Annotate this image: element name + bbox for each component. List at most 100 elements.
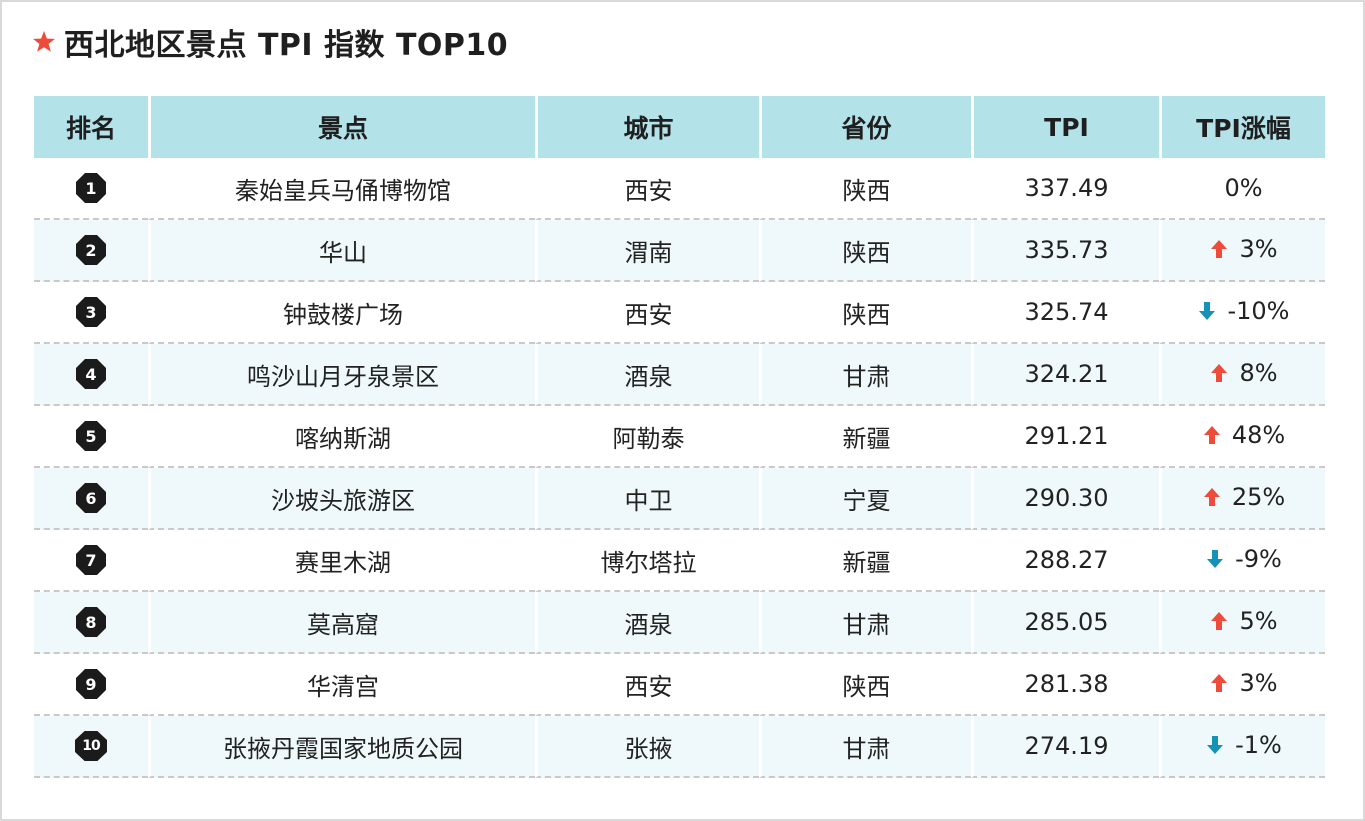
rank-cell: 1 [34, 158, 148, 220]
city-cell: 渭南 [535, 220, 759, 282]
city-cell: 西安 [535, 654, 759, 716]
rank-cell: 9 [34, 654, 148, 716]
table-row: 3 钟鼓楼广场 西安 陕西 325.74 -10% [34, 282, 1325, 344]
province-cell: 新疆 [759, 406, 971, 468]
arrow-down-icon [1199, 301, 1216, 320]
tpi-change: 8% [1209, 359, 1278, 387]
city-cell: 西安 [535, 282, 759, 344]
province-cell: 陕西 [759, 220, 971, 282]
rank-cell: 5 [34, 406, 148, 468]
city-cell: 博尔塔拉 [535, 530, 759, 592]
page-title: 西北地区景点 TPI 指数 TOP10 [64, 28, 509, 63]
tpi-cell: 281.38 [971, 654, 1159, 716]
tpi-cell: 288.27 [971, 530, 1159, 592]
tpi-change-cell: 25% [1159, 468, 1325, 530]
spot-cell: 钟鼓楼广场 [148, 282, 535, 344]
rank-cell: 4 [34, 344, 148, 406]
tpi-change-cell: 48% [1159, 406, 1325, 468]
rank-cell: 2 [34, 220, 148, 282]
rank-badge: 8 [76, 607, 106, 637]
rank-cell: 8 [34, 592, 148, 654]
table-row: 5 喀纳斯湖 阿勒泰 新疆 291.21 48% [34, 406, 1325, 468]
tpi-change: 3% [1209, 234, 1278, 263]
city-cell: 酒泉 [535, 344, 759, 406]
arrow-up-icon [1203, 487, 1220, 506]
spot-cell: 华清宫 [148, 654, 535, 716]
tpi-change-value: 48% [1231, 420, 1286, 449]
tpi-cell: 335.73 [971, 220, 1159, 282]
spot-cell: 莫高窟 [148, 592, 535, 654]
rank-cell: 10 [34, 716, 148, 778]
table-row: 6 沙坡头旅游区 中卫 宁夏 290.30 25% [34, 468, 1325, 530]
tpi-change-value: 25% [1231, 482, 1286, 511]
tpi-cell: 290.30 [971, 468, 1159, 530]
tpi-change-cell: 8% [1159, 344, 1325, 406]
table-header-row: 排名 景点 城市 省份 TPI TPI涨幅 [34, 96, 1325, 158]
tpi-change-cell: 3% [1159, 654, 1325, 716]
tpi-change-cell: 5% [1159, 592, 1325, 654]
city-cell: 阿勒泰 [535, 406, 759, 468]
tpi-change: 5% [1209, 606, 1278, 635]
province-cell: 陕西 [759, 654, 971, 716]
column-header-tpi-change: TPI涨幅 [1159, 96, 1325, 158]
spot-cell: 张掖丹霞国家地质公园 [148, 716, 535, 778]
province-cell: 宁夏 [759, 468, 971, 530]
tpi-cell: 285.05 [971, 592, 1159, 654]
tpi-change-value: 5% [1239, 606, 1278, 635]
tpi-change: -10% [1197, 296, 1290, 325]
tpi-change-value: 3% [1239, 234, 1278, 263]
table-row: 10 张掖丹霞国家地质公园 张掖 甘肃 274.19 -1% [34, 716, 1325, 778]
tpi-cell: 337.49 [971, 158, 1159, 220]
spot-cell: 秦始皇兵马俑博物馆 [148, 158, 535, 220]
province-cell: 甘肃 [759, 716, 971, 778]
column-header-city: 城市 [535, 96, 759, 158]
tpi-ranking-table: 排名 景点 城市 省份 TPI TPI涨幅 1 秦始皇兵马俑博物馆 西安 陕西 337.… [34, 96, 1325, 778]
column-header-spot: 景点 [148, 96, 535, 158]
table-row: 4 鸣沙山月牙泉景区 酒泉 甘肃 324.21 8% [34, 344, 1325, 406]
column-header-tpi: TPI [971, 96, 1159, 158]
spot-cell: 喀纳斯湖 [148, 406, 535, 468]
tpi-change-value: -1% [1235, 730, 1282, 759]
province-cell: 甘肃 [759, 344, 971, 406]
tpi-cell: 274.19 [971, 716, 1159, 778]
table-row: 1 秦始皇兵马俑博物馆 西安 陕西 337.49 0% [34, 158, 1325, 220]
tpi-change: 25% [1202, 483, 1285, 511]
arrow-down-icon [1207, 549, 1224, 568]
tpi-change-cell: -10% [1159, 282, 1325, 344]
arrow-up-icon [1211, 611, 1228, 630]
star-icon [33, 31, 55, 52]
tpi-change-value: -10% [1227, 296, 1290, 325]
rank-badge: 9 [76, 669, 106, 699]
province-cell: 陕西 [759, 282, 971, 344]
column-header-rank: 排名 [34, 96, 148, 158]
rank-badge: 5 [76, 421, 106, 451]
arrow-up-icon [1211, 363, 1228, 382]
tpi-change: 0% [1224, 174, 1262, 202]
tpi-change-value: -9% [1235, 544, 1282, 573]
tpi-change-cell: -9% [1159, 530, 1325, 592]
city-cell: 中卫 [535, 468, 759, 530]
title-row: 西北地区景点 TPI 指数 TOP10 [32, 20, 508, 64]
spot-cell: 鸣沙山月牙泉景区 [148, 344, 535, 406]
tpi-change-cell: 0% [1159, 158, 1325, 220]
rank-badge: 3 [76, 297, 106, 327]
arrow-down-icon [1207, 735, 1224, 754]
rank-badge: 2 [76, 235, 106, 265]
arrow-up-icon [1211, 673, 1228, 692]
rank-badge: 4 [76, 359, 106, 389]
tpi-cell: 325.74 [971, 282, 1159, 344]
rank-badge: 1 [76, 173, 106, 203]
arrow-up-icon [1203, 425, 1220, 444]
tpi-change: 3% [1209, 669, 1278, 697]
city-cell: 酒泉 [535, 592, 759, 654]
tpi-change: -9% [1205, 545, 1282, 573]
tpi-cell: 324.21 [971, 344, 1159, 406]
spot-cell: 赛里木湖 [148, 530, 535, 592]
table-row: 9 华清宫 西安 陕西 281.38 3% [34, 654, 1325, 716]
province-cell: 甘肃 [759, 592, 971, 654]
rank-badge: 6 [76, 483, 106, 513]
tpi-change: -1% [1205, 731, 1282, 759]
table-row: 8 莫高窟 酒泉 甘肃 285.05 5% [34, 592, 1325, 654]
table-row: 2 华山 渭南 陕西 335.73 3% [34, 220, 1325, 282]
